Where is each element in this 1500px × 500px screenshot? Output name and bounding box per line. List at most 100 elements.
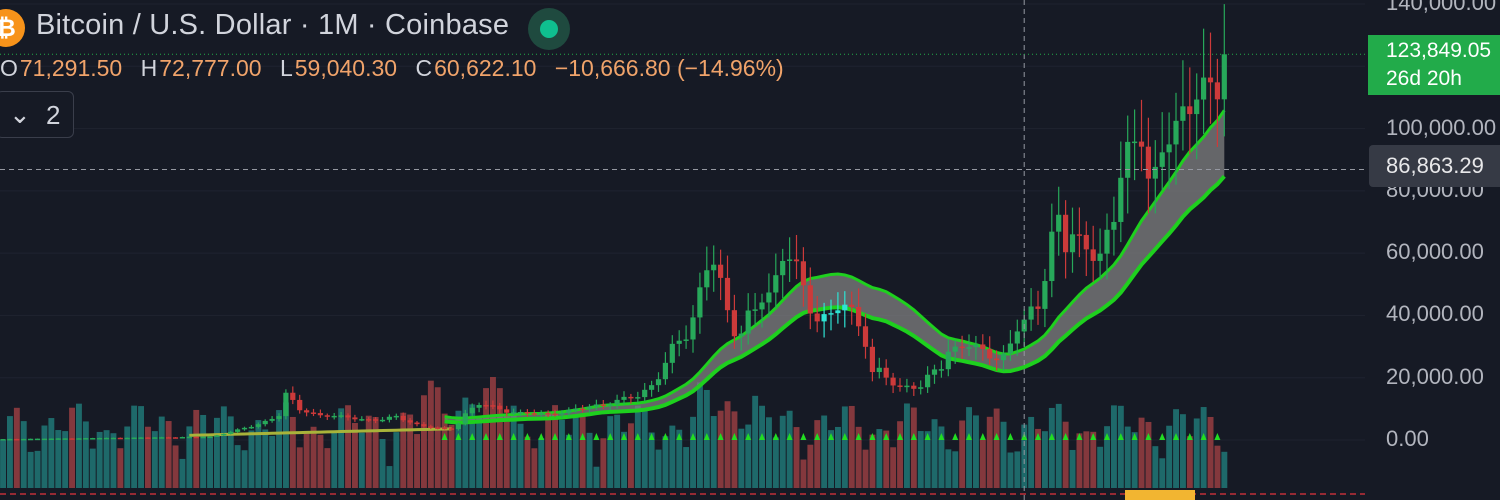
volume-bar <box>296 447 303 488</box>
signal-marker <box>772 433 779 440</box>
candle-body <box>373 419 379 421</box>
signal-marker <box>1186 433 1193 440</box>
volume-bar <box>324 448 331 488</box>
candle-body <box>1069 234 1076 253</box>
candle-body <box>1221 54 1227 100</box>
volume-bar <box>1000 421 1007 488</box>
volume-bar <box>565 434 572 488</box>
candle-body <box>883 367 889 378</box>
volume-bar <box>979 439 986 488</box>
volume-bar <box>193 409 200 488</box>
volume-bar <box>745 424 752 488</box>
volume-bar <box>1021 424 1028 488</box>
volume-bar <box>82 421 89 488</box>
volume-bar <box>358 432 365 488</box>
candle-body <box>931 369 938 375</box>
candle-body <box>586 406 593 409</box>
candle-body <box>517 412 524 414</box>
volume-bar <box>1007 452 1014 488</box>
signal-marker <box>883 433 890 440</box>
close-value: 60,622.10 <box>434 55 537 81</box>
volume-bar <box>289 416 296 488</box>
signal-marker <box>1214 433 1221 440</box>
volume-bar <box>1131 432 1138 488</box>
volume-bar <box>910 407 917 488</box>
candle-body <box>1083 234 1089 250</box>
candle-body <box>814 313 820 322</box>
volume-bar <box>593 466 600 488</box>
volume-bar <box>772 437 779 488</box>
open-value: 71,291.50 <box>19 55 123 81</box>
candle-body <box>366 419 372 421</box>
volume-bar <box>1097 446 1104 488</box>
volume-bar <box>227 416 234 488</box>
volume-bar <box>476 416 483 488</box>
volume-bar <box>945 449 952 488</box>
volume-bar <box>138 406 144 488</box>
candle-body <box>407 420 413 423</box>
candle-body <box>1173 120 1179 145</box>
signal-marker <box>579 433 586 440</box>
signal-marker <box>1117 433 1124 440</box>
candle-body <box>393 415 399 418</box>
volume-bar <box>1048 407 1055 488</box>
candle-body <box>1166 144 1172 153</box>
candle-body <box>214 435 220 437</box>
change-value: −10,666.80 (−14.96%) <box>554 55 784 81</box>
signal-marker <box>510 433 517 440</box>
candle-body <box>1090 249 1096 261</box>
ohlc-legend: O71,291.50 H72,777.00 L59,040.30 C60,622… <box>0 55 786 82</box>
volume-bar <box>766 417 772 488</box>
candle-body <box>780 260 786 276</box>
volume-bar <box>614 414 621 488</box>
signal-marker <box>759 433 765 440</box>
bar-countdown: 26d 20h <box>1386 67 1462 90</box>
volume-bar <box>1090 431 1097 488</box>
candle-body <box>600 404 606 406</box>
signal-marker <box>910 433 917 440</box>
volume-bar <box>835 426 841 488</box>
symbol-title[interactable]: Bitcoin / U.S. Dollar · 1M · Coinbase <box>36 9 510 41</box>
volume-bar <box>1186 436 1193 488</box>
volume-bar <box>372 417 379 488</box>
bottom-marker <box>1125 490 1195 500</box>
volume-bar <box>400 412 407 488</box>
candle-body <box>345 415 351 418</box>
candle-body <box>0 439 6 441</box>
candle-body <box>41 438 47 441</box>
candle-body <box>573 408 579 411</box>
volume-bar <box>462 397 469 488</box>
candle-body <box>724 277 731 311</box>
volume-bar <box>662 436 669 488</box>
volume-bar <box>317 434 324 488</box>
candle-body <box>28 438 34 441</box>
volume-bar <box>1138 417 1145 488</box>
candle-body <box>228 431 234 434</box>
candle-body <box>711 264 717 271</box>
indicators-toggle[interactable]: ⌄ 2 <box>0 91 74 138</box>
candle-body <box>1042 281 1048 309</box>
candle-body <box>117 437 123 440</box>
signal-marker <box>814 433 821 440</box>
volume-bar <box>131 405 138 488</box>
volume-bar <box>27 451 34 488</box>
volume-bar <box>1180 414 1186 488</box>
volume-bar <box>552 405 558 488</box>
signal-marker <box>828 433 834 440</box>
candle-body <box>1007 343 1013 354</box>
volume-bar <box>303 431 310 488</box>
candle-body <box>76 438 82 440</box>
market-status-icon[interactable] <box>528 8 570 50</box>
candle-body <box>476 405 482 408</box>
candle-body <box>110 437 116 440</box>
candle-body <box>925 374 931 388</box>
candle-body <box>524 412 530 414</box>
volume-bar <box>110 433 117 488</box>
volume-bar <box>186 426 193 488</box>
volume-bar <box>69 407 75 488</box>
volume-bar <box>89 448 96 488</box>
candle-body <box>166 437 172 439</box>
candle-body <box>435 427 441 429</box>
candle-body <box>552 413 558 416</box>
